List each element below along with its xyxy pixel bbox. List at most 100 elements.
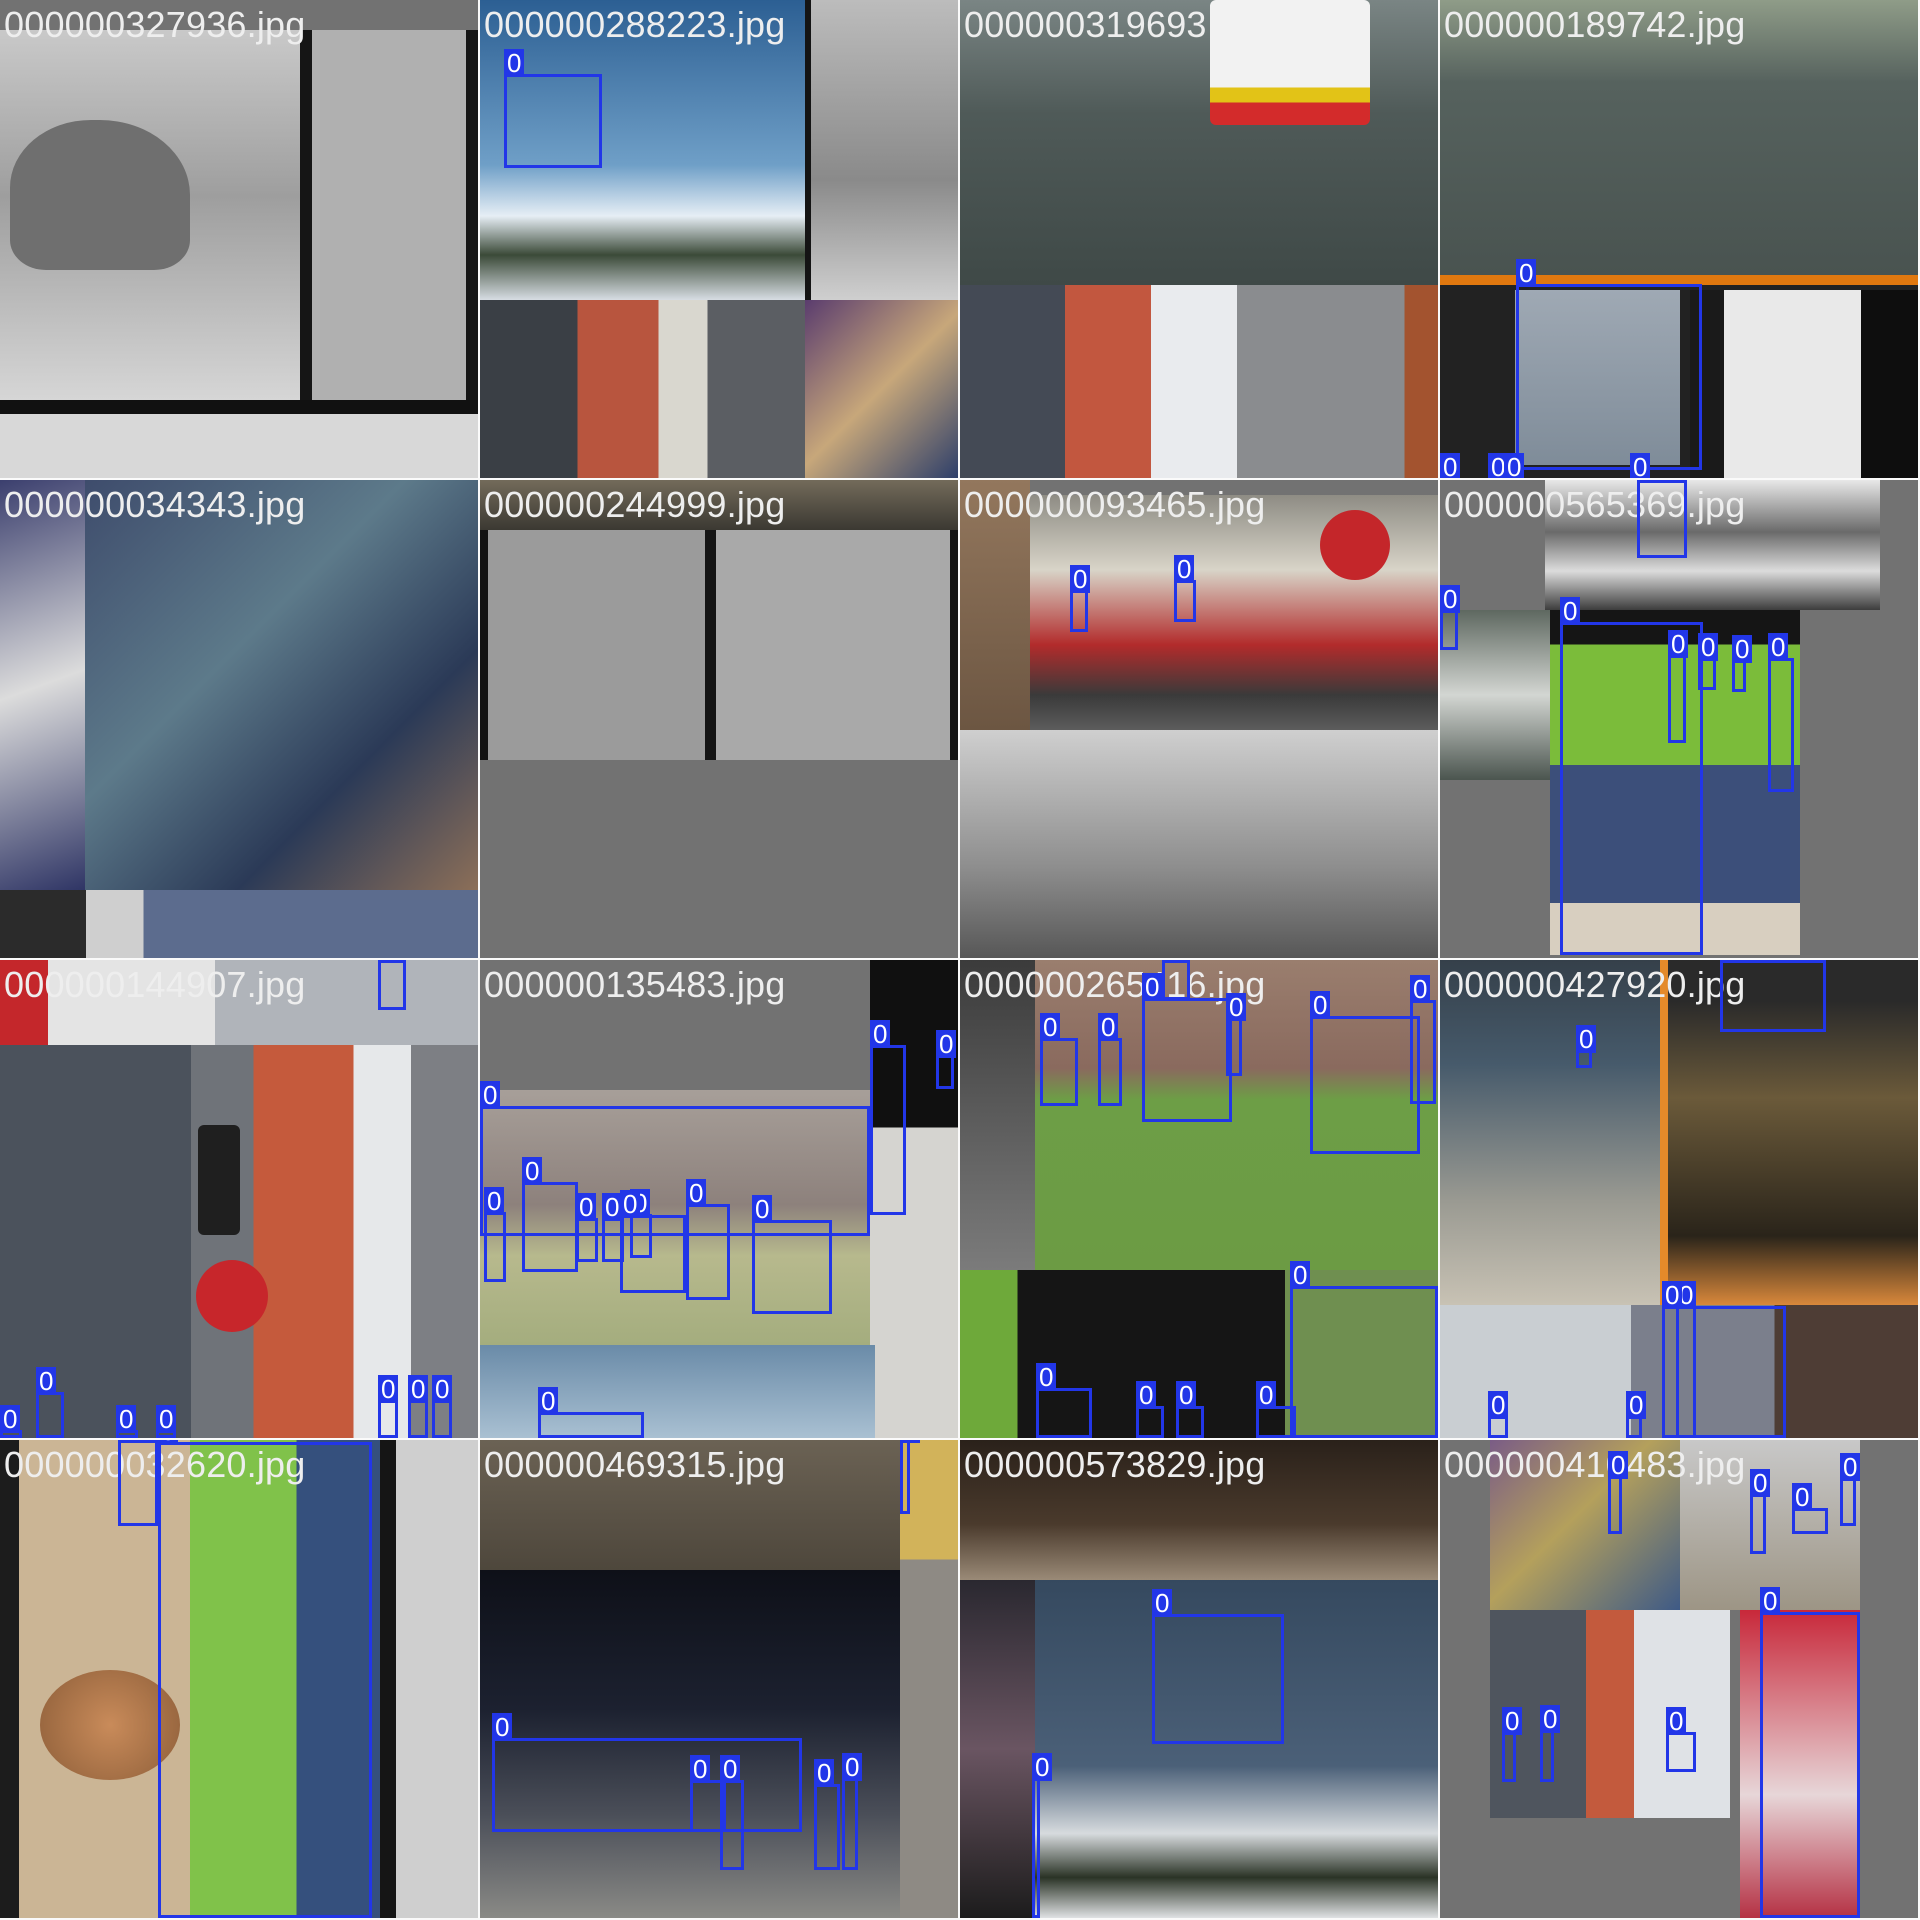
detection-box: 0 xyxy=(378,960,406,1010)
detection-box: 0 xyxy=(1174,555,1196,622)
detection-box: 0 xyxy=(576,1193,598,1262)
film-strip-piece xyxy=(300,30,478,400)
detection-class-label: 0 xyxy=(1576,1025,1597,1053)
mosaic-tile: 000000135483.jpg 0 0 0 0 0 0 0 0 0 0 0 0 xyxy=(480,960,958,1438)
snowboard-photo-piece xyxy=(480,0,805,300)
detection-class-label: 0 xyxy=(814,1759,835,1787)
elephant-photo-piece xyxy=(805,0,958,300)
detection-class-label: 0 xyxy=(1440,453,1461,478)
detection-class-label: 0 xyxy=(1176,1381,1197,1409)
people-photo-piece xyxy=(1440,1305,1918,1438)
souvenir-photo-piece xyxy=(1490,1440,1680,1610)
detection-box: 0 xyxy=(1310,991,1420,1154)
pizza-piece xyxy=(40,1670,180,1780)
tile-filename: 000000189742.jpg xyxy=(1444,4,1746,45)
city-street-piece xyxy=(1490,1610,1730,1818)
detection-class-label: 0 xyxy=(1720,960,1741,963)
detection-class-label: 0 xyxy=(1036,1363,1057,1391)
elephant-photo-piece xyxy=(960,730,1438,958)
detection-class-label: 0 xyxy=(1668,630,1689,658)
detection-box: 0 xyxy=(1608,1451,1629,1534)
detection-box: 0 xyxy=(620,1190,686,1293)
tile-filename: 000000319693 xyxy=(964,4,1207,45)
detection-class-label: 0 xyxy=(690,1755,711,1783)
detection-class-label: 0 xyxy=(158,1440,179,1445)
tile-filename: 000000244999.jpg xyxy=(484,484,786,525)
pizza-man-photo-piece xyxy=(960,1270,1438,1438)
detection-box: 0 xyxy=(1750,1469,1771,1554)
tile-filename: 000000565369.jpg xyxy=(1444,484,1746,525)
tile-filename: 000000093465.jpg xyxy=(964,484,1266,525)
stop-sign-piece xyxy=(1320,510,1390,580)
window-frame-piece xyxy=(1690,290,1918,478)
detection-class-label: 0 xyxy=(1136,1381,1157,1409)
detection-box: 0 xyxy=(1732,635,1753,692)
detection-box: 0 xyxy=(870,1020,906,1215)
detection-class-label: 0 xyxy=(1290,1261,1311,1289)
detection-box: 0 xyxy=(1440,585,1461,650)
detection-class-label: 0 xyxy=(480,1081,501,1109)
film-border-piece xyxy=(0,400,478,478)
boy-face-piece xyxy=(1515,290,1680,465)
mosaic-tile: 000000244999.jpg xyxy=(480,480,958,958)
detection-class-label: 0 xyxy=(432,1375,453,1403)
detection-box: 0 xyxy=(1176,1381,1204,1438)
detection-box: 0 xyxy=(1290,1261,1438,1438)
detection-box: 0 xyxy=(686,1179,730,1300)
detection-box: 0 xyxy=(1760,1587,1860,1918)
detection-box: 0 xyxy=(538,1387,644,1438)
detection-class-label: 0 xyxy=(378,1375,399,1403)
detection-class-label: 0 xyxy=(1792,1483,1813,1511)
detection-box: 0 xyxy=(1036,1363,1092,1438)
detection-box: 0 xyxy=(1666,1707,1696,1772)
detection-box: 0 xyxy=(900,1440,921,1514)
film-strip-piece xyxy=(380,1440,478,1918)
pizza-man-photo-piece xyxy=(0,1440,380,1918)
street-photo-piece xyxy=(0,960,478,1045)
mosaic-tile: 000000565369.jpg 0 0 0 0 0 0 0 xyxy=(1440,480,1918,958)
detection-class-label: 0 xyxy=(1760,1587,1781,1615)
detection-box: 0 xyxy=(1488,1391,1509,1438)
mosaic-tile: 000000034343.jpg xyxy=(0,480,478,958)
detection-class-label: 0 xyxy=(484,1187,505,1215)
surf-photo-piece xyxy=(1440,610,1555,780)
detection-class-label: 0 xyxy=(492,1713,513,1741)
tile-filename: 000000034343.jpg xyxy=(4,484,306,525)
detection-class-label: 0 xyxy=(378,960,399,963)
detection-class-label: 0 xyxy=(116,1405,137,1433)
detection-class-label: 0 xyxy=(1540,1705,1561,1733)
detection-box: 0 xyxy=(1256,1381,1296,1438)
detection-box: 0 xyxy=(492,1713,802,1832)
building-photo-piece xyxy=(960,960,1035,1270)
pizza-man-photo-piece xyxy=(1550,610,1800,955)
detection-box: 0 xyxy=(118,1440,158,1526)
detection-box: 0 xyxy=(1502,1707,1523,1782)
detection-box: 0 xyxy=(1136,1381,1164,1438)
tile-filename: 000000573829.jpg xyxy=(964,1444,1266,1485)
detection-box: 0 xyxy=(1540,1705,1561,1782)
detection-class-label: 0 xyxy=(1608,1451,1629,1479)
city-street-piece xyxy=(480,300,805,478)
detection-class-label: 0 xyxy=(900,1440,921,1443)
surf-photo-piece xyxy=(1545,480,1880,610)
detection-class-label: 0 xyxy=(1750,1469,1771,1497)
detection-class-label: 0 xyxy=(1032,1753,1053,1781)
detection-box: 0 xyxy=(1226,993,1247,1076)
mosaic-tile: 000000319693 xyxy=(960,0,1438,478)
detection-box: 0 xyxy=(158,1440,372,1918)
mosaic-tile: 000000093465.jpg 0 0 xyxy=(960,480,1438,958)
detection-class-label: 0 xyxy=(720,1755,741,1783)
detection-box: 0 xyxy=(1142,973,1232,1122)
detection-box: 0 xyxy=(1840,1453,1861,1526)
detection-box: 0 xyxy=(504,49,602,168)
detection-class-label: 0 xyxy=(1516,259,1537,287)
detection-class-label: 0 xyxy=(1256,1381,1277,1409)
detection-class-label: 0 xyxy=(1226,993,1247,1021)
snowboard-photo-piece xyxy=(1035,1580,1438,1918)
detection-class-label: 0 xyxy=(1560,597,1581,625)
detection-class-label: 0 xyxy=(1310,991,1331,1019)
detection-class-label: 0 xyxy=(1098,1013,1119,1041)
detection-class-label: 0 xyxy=(620,1190,641,1218)
mosaic-tile: 000000573829.jpg 0 0 xyxy=(960,1440,1438,1918)
